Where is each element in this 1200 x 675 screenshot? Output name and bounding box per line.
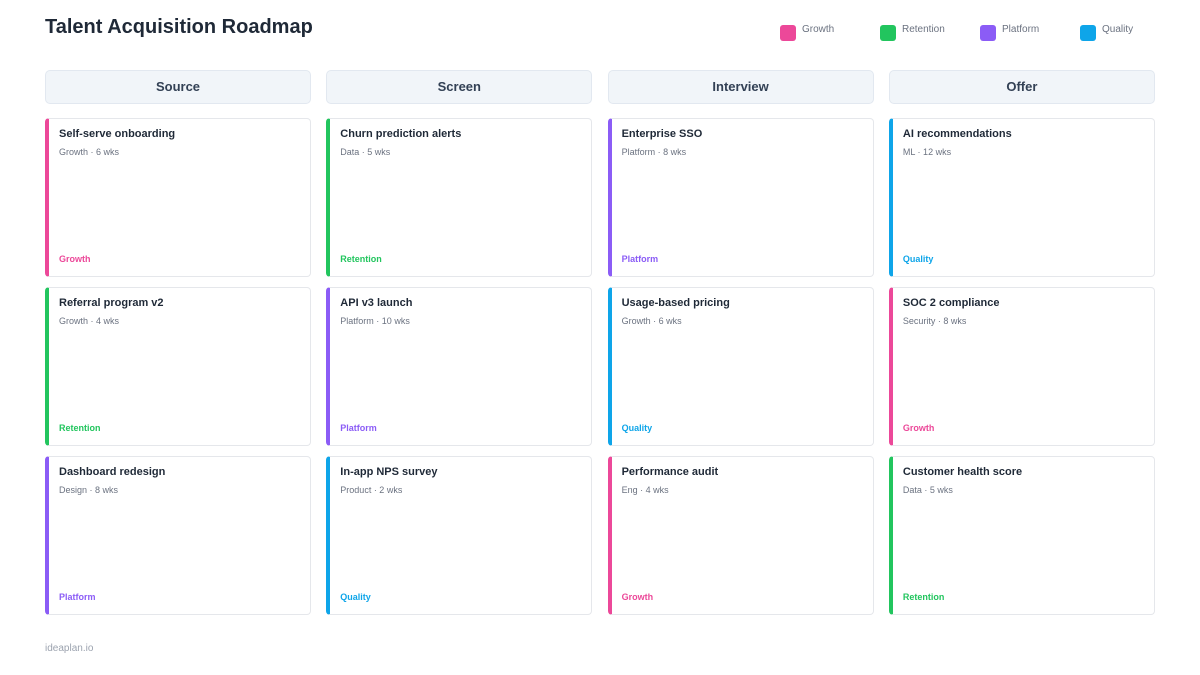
card: Self-serve onboarding Growth · 6 wks Growt… (45, 118, 311, 277)
card-title: API v3 launch (340, 297, 413, 309)
card-title: Customer health score (902, 466, 1023, 478)
card-meta: Product · 2 wks (340, 485, 403, 495)
card-meta: Data · 5 wks (340, 147, 391, 157)
card-tag: Retention (340, 254, 382, 264)
card-title: Usage-based pricing (621, 297, 730, 309)
legend-label: Quality (1102, 24, 1134, 35)
card: Performance audit Eng · 4 wks Growth (607, 456, 874, 615)
card: Dashboard redesign Design · 8 wks Platform (45, 456, 311, 615)
card-meta: Security · 8 wks (902, 316, 967, 326)
legend-swatch (880, 25, 896, 41)
card: Usage-based pricing Growth · 6 wks Quality (607, 287, 874, 446)
card-tag: Platform (340, 423, 377, 433)
card-meta: Data · 5 wks (902, 485, 953, 495)
card-meta: Platform · 8 wks (621, 147, 687, 157)
card-tag: Retention (59, 423, 101, 433)
card-title: Enterprise SSO (621, 128, 703, 140)
card: Churn prediction alerts Data · 5 wks Reten… (326, 118, 593, 277)
legend-swatch (980, 25, 996, 41)
legend-label: Retention (902, 24, 945, 35)
card-title: Self-serve onboarding (59, 128, 176, 140)
card-title: SOC 2 compliance (902, 297, 1000, 309)
card-meta: Design · 8 wks (59, 485, 119, 495)
card-title: Dashboard redesign (59, 466, 166, 478)
card-tag: Retention (902, 592, 945, 602)
card-tag: Platform (59, 592, 96, 602)
legend-swatch (1080, 25, 1096, 41)
card-title: Churn prediction alerts (340, 128, 462, 140)
card: Enterprise SSO Platform · 8 wks Platform (607, 118, 874, 277)
card: Customer health score Data · 5 wks Retenti… (888, 456, 1155, 615)
card: SOC 2 compliance Security · 8 wks Growth (888, 287, 1155, 446)
card: API v3 launch Platform · 10 wks Platform (326, 287, 593, 446)
card-title: AI recommendations (902, 128, 1012, 140)
card-tag: Growth (902, 423, 935, 433)
column-header: Interview (607, 70, 874, 104)
column-header: Screen (326, 70, 593, 104)
page-title: Talent Acquisition Roadmap (45, 16, 313, 38)
footer: ideaplan.io (45, 643, 94, 654)
column-header: Source (45, 70, 311, 104)
column-header: Offer (888, 70, 1155, 104)
legend-label: Growth (802, 24, 835, 35)
card-meta: Growth · 6 wks (59, 147, 120, 157)
card: Referral program v2 Growth · 4 wks Retenti… (45, 287, 311, 446)
card-meta: Platform · 10 wks (340, 316, 410, 326)
card-title: In-app NPS survey (340, 466, 438, 478)
card: AI recommendations ML · 12 wks Quality (888, 118, 1155, 277)
card-tag: Quality (340, 592, 371, 602)
card-tag: Quality (621, 423, 653, 433)
card: In-app NPS survey Product · 2 wks Quality (326, 456, 593, 615)
card-title: Performance audit (621, 466, 719, 478)
card-tag: Platform (621, 254, 659, 264)
card-tag: Growth (621, 592, 654, 602)
legend-swatch (780, 25, 796, 41)
card-meta: ML · 12 wks (902, 147, 952, 157)
card-tag: Quality (902, 254, 934, 264)
card-meta: Growth · 6 wks (621, 316, 682, 326)
card-title: Referral program v2 (59, 297, 164, 309)
card-meta: Eng · 4 wks (621, 485, 669, 495)
card-tag: Growth (59, 254, 91, 264)
card-meta: Growth · 4 wks (59, 316, 120, 326)
legend-label: Platform (1002, 24, 1040, 35)
